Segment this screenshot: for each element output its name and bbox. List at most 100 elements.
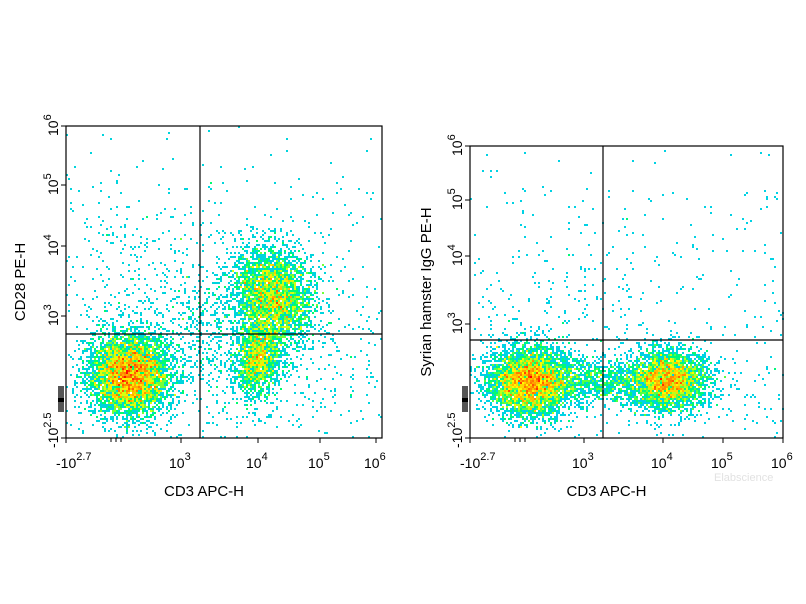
event-bin (138, 368, 140, 370)
event-bin (90, 384, 92, 386)
event-bin (232, 342, 234, 344)
event-bin (96, 324, 98, 326)
event-bin (154, 416, 156, 418)
event-bin (284, 270, 286, 272)
event-bin (100, 370, 102, 372)
event-bin (300, 274, 302, 276)
event-bin (260, 316, 262, 318)
event-bin (278, 316, 280, 318)
event-bin (254, 284, 256, 286)
event-bin (312, 272, 314, 274)
event-bin (266, 302, 268, 304)
event-bin (142, 386, 144, 388)
event-bin (182, 376, 184, 378)
event-bin (248, 396, 250, 398)
event-bin (128, 410, 130, 412)
event-bin (280, 320, 282, 322)
event-bin (292, 294, 294, 296)
event-bin (178, 434, 180, 436)
event-bin (250, 298, 252, 300)
event-bin (246, 332, 248, 334)
event-bin (154, 370, 156, 372)
event-bin (108, 346, 110, 348)
event-bin (258, 256, 260, 258)
event-bin (118, 356, 120, 358)
event-bin (294, 316, 296, 318)
event-bin (274, 356, 276, 358)
event-bin (238, 336, 240, 338)
event-bin (230, 296, 232, 298)
event-bin (242, 364, 244, 366)
event-bin (86, 226, 88, 228)
event-bin (234, 240, 236, 242)
event-bin (242, 272, 244, 274)
event-bin (264, 288, 266, 290)
event-bin (104, 350, 106, 352)
event-bin (284, 274, 286, 276)
event-bin (92, 382, 94, 384)
event-bin (86, 360, 88, 362)
event-bin (326, 432, 328, 434)
event-bin (138, 386, 140, 388)
event-bin (298, 318, 300, 320)
event-bin (262, 364, 264, 366)
event-bin (234, 330, 236, 332)
event-bin (252, 276, 254, 278)
event-bin (182, 392, 184, 394)
event-bin (162, 386, 164, 388)
event-bin (158, 380, 160, 382)
event-bin (212, 272, 214, 274)
event-bin (106, 394, 108, 396)
event-bin (154, 310, 156, 312)
event-bin (264, 244, 266, 246)
event-bin (188, 424, 190, 426)
event-bin (242, 292, 244, 294)
event-bin (90, 366, 92, 368)
event-bin (296, 270, 298, 272)
event-bin (154, 312, 156, 314)
event-bin (242, 282, 244, 284)
event-bin (172, 398, 174, 400)
event-bin (96, 330, 98, 332)
event-bin (280, 310, 282, 312)
event-bin (66, 386, 68, 388)
event-bin (210, 222, 212, 224)
event-bin (268, 306, 270, 308)
event-bin (86, 374, 88, 376)
event-bin (264, 400, 266, 402)
event-bin (250, 310, 252, 312)
event-bin (164, 366, 166, 368)
event-bin (248, 328, 250, 330)
event-bin (254, 336, 256, 338)
event-bin (236, 376, 238, 378)
event-bin (270, 230, 272, 232)
event-bin (90, 332, 92, 334)
event-bin (144, 372, 146, 374)
event-bin (258, 272, 260, 274)
event-bin (276, 356, 278, 358)
event-bin (214, 282, 216, 284)
event-bin (306, 330, 308, 332)
event-bin (164, 208, 166, 210)
event-bin (144, 358, 146, 360)
event-bin (140, 236, 142, 238)
event-bin (190, 212, 192, 214)
event-bin (290, 326, 292, 328)
event-bin (146, 386, 148, 388)
event-bin (146, 340, 148, 342)
event-bin (264, 380, 266, 382)
event-bin (164, 338, 166, 340)
event-bin (84, 372, 86, 374)
event-bin (294, 334, 296, 336)
event-bin (308, 288, 310, 290)
event-bin (236, 378, 238, 380)
event-bin (154, 340, 156, 342)
event-bin (272, 366, 274, 368)
event-bin (200, 360, 202, 362)
event-bin (250, 282, 252, 284)
event-bin (278, 302, 280, 304)
event-bin (254, 338, 256, 340)
event-bin (122, 360, 124, 362)
event-bin (298, 292, 300, 294)
event-bin (90, 404, 92, 406)
